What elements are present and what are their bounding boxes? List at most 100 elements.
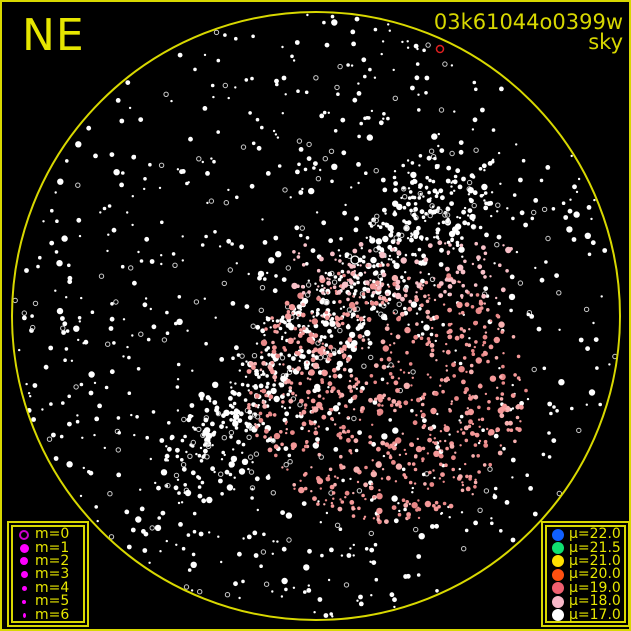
star <box>196 426 202 433</box>
star <box>224 592 231 598</box>
star <box>258 418 264 423</box>
star <box>273 379 277 382</box>
star <box>566 226 573 233</box>
star <box>455 168 461 174</box>
star <box>246 406 250 409</box>
star <box>381 272 387 278</box>
star <box>208 531 211 534</box>
star <box>336 322 341 328</box>
star <box>248 361 254 366</box>
star <box>278 363 281 366</box>
star <box>392 200 399 207</box>
star <box>434 333 439 338</box>
star <box>460 428 463 431</box>
star <box>421 446 426 451</box>
star <box>260 125 264 130</box>
star <box>252 530 258 536</box>
star <box>363 116 367 121</box>
star <box>406 40 409 43</box>
star <box>181 416 187 423</box>
star <box>445 364 448 368</box>
star <box>327 386 330 389</box>
star <box>151 324 157 330</box>
star <box>446 252 450 256</box>
star <box>392 311 396 315</box>
star <box>79 494 83 498</box>
star <box>454 451 457 454</box>
star <box>287 337 294 344</box>
star <box>113 299 119 305</box>
brightness-label: μ=18.0 <box>569 593 621 610</box>
star <box>350 316 353 319</box>
star <box>588 389 596 396</box>
star <box>416 225 421 231</box>
star <box>578 337 584 343</box>
star <box>146 337 151 342</box>
star <box>170 99 173 103</box>
star <box>284 380 288 385</box>
star <box>137 250 140 254</box>
magnitude-legend: m=0 m=1 m=2 m=3 m=4 m=5 m=6 <box>7 521 89 627</box>
star <box>66 461 73 468</box>
star <box>186 329 189 332</box>
star <box>76 217 82 223</box>
star <box>355 301 359 305</box>
star <box>382 396 385 400</box>
star <box>131 334 134 337</box>
star <box>413 43 419 49</box>
star <box>497 327 500 331</box>
star <box>336 290 342 295</box>
star <box>404 452 408 456</box>
star <box>397 502 400 505</box>
star <box>509 274 515 280</box>
star <box>265 438 270 443</box>
star <box>410 161 415 165</box>
star <box>329 612 334 616</box>
star <box>190 439 197 446</box>
brightness-legend-item: μ=19.0 <box>547 581 624 595</box>
star <box>258 307 264 313</box>
star <box>445 178 451 184</box>
star <box>465 486 471 492</box>
star <box>304 471 308 476</box>
star <box>257 375 261 379</box>
star <box>406 276 411 281</box>
star <box>306 13 309 17</box>
star <box>369 441 373 444</box>
star <box>241 451 244 454</box>
star <box>483 251 488 256</box>
star <box>268 257 275 264</box>
star <box>310 312 313 315</box>
star <box>53 456 59 461</box>
star <box>327 111 330 115</box>
star <box>556 490 562 497</box>
star <box>187 181 190 184</box>
star <box>112 341 116 345</box>
star <box>299 398 304 404</box>
star <box>417 190 423 197</box>
star <box>255 342 259 345</box>
star <box>380 440 386 446</box>
star <box>203 453 206 456</box>
star <box>427 340 432 344</box>
star <box>477 418 481 421</box>
star <box>158 186 162 190</box>
star <box>413 229 420 237</box>
star <box>372 279 376 284</box>
star <box>317 394 322 398</box>
star <box>175 447 180 453</box>
star <box>483 258 486 261</box>
star <box>230 242 234 246</box>
star <box>418 307 422 311</box>
star <box>176 168 180 171</box>
image-id: 03k61044o0399w <box>433 10 623 34</box>
star <box>357 430 362 435</box>
star <box>54 250 59 254</box>
star <box>415 414 418 417</box>
star <box>346 553 352 558</box>
star <box>450 402 453 406</box>
star <box>380 52 383 56</box>
star <box>345 312 350 317</box>
star <box>388 343 392 347</box>
star <box>57 178 64 185</box>
